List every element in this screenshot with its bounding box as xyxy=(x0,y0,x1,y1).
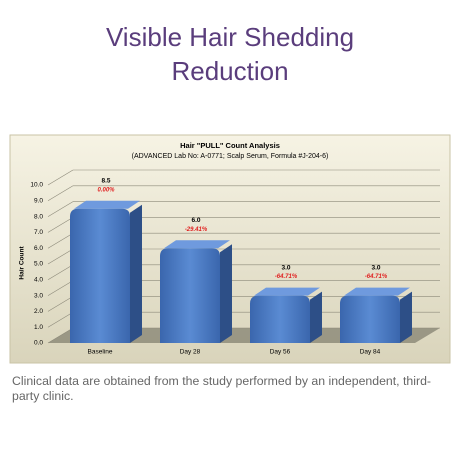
bar xyxy=(340,295,400,343)
value-label: 6.0 xyxy=(191,217,200,224)
bar-side xyxy=(310,291,322,343)
bar xyxy=(70,208,130,343)
bar-side xyxy=(220,244,232,343)
y-tick-label: 0.0 xyxy=(34,340,43,347)
bar-top xyxy=(344,287,410,296)
grid-line-depth xyxy=(47,185,74,202)
grid-line-depth xyxy=(47,232,74,249)
value-label: 3.0 xyxy=(281,264,290,271)
x-tick-label: Day 28 xyxy=(180,349,201,356)
grid-line-depth xyxy=(47,248,74,265)
bar-top xyxy=(74,200,140,209)
y-tick-label: 9.0 xyxy=(34,198,43,205)
grid-line-depth xyxy=(47,280,74,296)
value-label: 8.5 xyxy=(101,177,110,184)
y-tick-label: 6.0 xyxy=(34,245,43,252)
grid-line-depth xyxy=(47,296,74,312)
x-tick-label: Baseline xyxy=(88,349,113,356)
bar xyxy=(250,295,310,343)
caption: Clinical data are obtained from the stud… xyxy=(12,374,432,403)
y-axis-label: Hair Count xyxy=(19,246,26,280)
change-label: -64.71% xyxy=(275,274,298,280)
grid-line-depth xyxy=(47,327,74,344)
bar-top xyxy=(254,287,320,296)
grid-line-depth xyxy=(47,217,74,233)
grid-line-depth xyxy=(47,311,74,328)
grid-line-depth xyxy=(47,201,74,217)
bar-side xyxy=(400,291,412,343)
x-tick-label: Day 56 xyxy=(270,349,291,356)
y-tick-label: 4.0 xyxy=(34,277,43,284)
y-tick-label: 2.0 xyxy=(34,308,43,315)
x-tick-label: Day 84 xyxy=(360,349,381,356)
y-tick-label: 5.0 xyxy=(34,261,43,268)
grid-line-depth xyxy=(47,169,74,186)
heading: Visible Hair Shedding Reduction xyxy=(105,22,355,86)
y-tick-label: 8.0 xyxy=(34,213,43,220)
change-label: -29.41% xyxy=(185,227,208,233)
y-tick-label: 3.0 xyxy=(34,292,43,299)
chart-subtitle: (ADVANCED Lab No: A-0771; Scalp Serum, F… xyxy=(132,153,329,160)
value-label: 3.0 xyxy=(371,264,380,271)
chart-title: Hair "PULL" Count Analysis xyxy=(180,141,280,150)
y-tick-label: 10.0 xyxy=(30,182,43,189)
bar xyxy=(160,248,220,343)
grid-line-depth xyxy=(47,264,74,281)
y-tick-label: 7.0 xyxy=(34,229,43,236)
bar-top xyxy=(164,240,230,249)
bar-side xyxy=(130,204,142,343)
change-label: 0.00% xyxy=(97,187,115,193)
chart: Hair "PULL" Count Analysis (ADVANCED Lab… xyxy=(9,134,451,364)
y-tick-label: 1.0 xyxy=(34,324,43,331)
change-label: -64.71% xyxy=(365,274,388,280)
